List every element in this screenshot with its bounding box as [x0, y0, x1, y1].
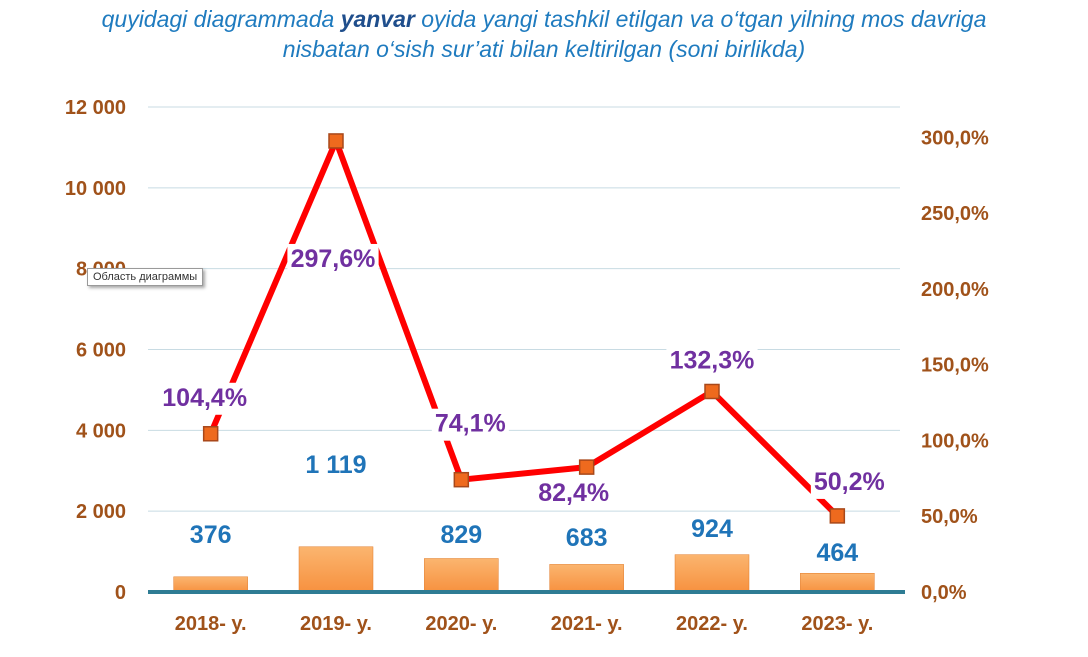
line-marker	[704, 383, 720, 400]
bar	[549, 564, 624, 593]
bar-value-label: 1 119	[305, 451, 366, 479]
line-path	[207, 137, 840, 519]
pct-value-label: 297,6%	[291, 245, 376, 273]
category-label: 2020- y.	[425, 613, 497, 635]
pct-label-bg	[431, 408, 509, 441]
line-marker	[453, 471, 470, 488]
right-tick-label: 250,0%	[921, 203, 989, 225]
gridlines	[148, 106, 900, 512]
x-axis: 2018- y. 2019- y. 2020- y. 2021- y. 2022- y.…	[175, 613, 874, 635]
pct-label-bg	[535, 478, 613, 511]
bar	[298, 546, 374, 593]
pct-label-bg	[666, 345, 758, 378]
left-tick-label: 12 000	[65, 97, 126, 119]
pct-value-label: 74,1%	[435, 410, 506, 438]
right-tick-label: 150,0%	[921, 355, 989, 377]
right-tick-label: 0,0%	[921, 582, 967, 604]
line-marker	[328, 133, 344, 149]
pct-label-bg	[159, 382, 251, 415]
bar-value-label: 376	[190, 521, 232, 549]
title-text-a: quyidagi diagrammada	[101, 6, 341, 32]
bar-value-label: 829	[440, 521, 482, 549]
category-label: 2022- y.	[676, 613, 748, 635]
bar-value-label: 924	[691, 515, 733, 543]
category-label: 2021- y.	[551, 613, 623, 635]
chart-title: quyidagi diagrammada yanvar oyida yangi …	[0, 4, 1088, 64]
bar-data-labels: 376 1 119 829 683 924 464	[190, 451, 858, 567]
title-emphasis: yanvar	[340, 6, 415, 32]
title-text-b: oyida yangi tashkil etilgan va o‘tgan yi…	[414, 6, 987, 32]
bar	[800, 572, 875, 593]
bar-value-label: 464	[816, 539, 858, 567]
right-tick-label: 50,0%	[921, 506, 978, 528]
category-label: 2018- y.	[175, 613, 247, 635]
line-marker	[202, 426, 219, 442]
line-series	[202, 133, 846, 524]
line-marker	[829, 508, 846, 524]
bar-value-label: 683	[566, 524, 608, 552]
right-tick-label: 300,0%	[921, 127, 989, 149]
pct-value-label: 50,2%	[814, 468, 885, 496]
category-label: 2023- y.	[801, 613, 873, 635]
left-tick-label: 2 000	[76, 501, 126, 523]
title-line-1: quyidagi diagrammada yanvar oyida yangi …	[0, 4, 1088, 34]
pct-value-label: 132,3%	[670, 346, 755, 374]
line-data-labels: 104,4% 297,6% 74,1% 82,4% 132,3% 50,2%	[159, 243, 888, 511]
pct-label-bg	[810, 466, 888, 499]
right-tick-label: 100,0%	[921, 430, 989, 452]
line-marker	[578, 459, 595, 475]
category-label: 2019- y.	[300, 613, 372, 635]
bar	[674, 554, 750, 593]
left-tick-label: 4 000	[76, 420, 126, 442]
pct-value-label: 82,4%	[538, 479, 609, 507]
bar-series	[173, 546, 875, 593]
right-tick-label: 200,0%	[921, 279, 989, 301]
chart-area-tooltip: Область диаграммы	[87, 268, 204, 286]
right-y-axis: 0,0% 50,0% 100,0% 150,0% 200,0% 250,0% 300,0%	[921, 127, 989, 604]
pct-value-label: 104,4%	[162, 384, 247, 412]
left-tick-label: 10 000	[65, 178, 126, 200]
pct-label-bg	[287, 243, 379, 276]
title-line-2: nisbatan o‘sish sur’ati bilan keltirilga…	[282, 36, 806, 62]
bar	[173, 576, 248, 593]
left-tick-label: 6 000	[76, 340, 126, 362]
bar	[424, 558, 499, 593]
left-tick-label: 0	[115, 582, 126, 604]
